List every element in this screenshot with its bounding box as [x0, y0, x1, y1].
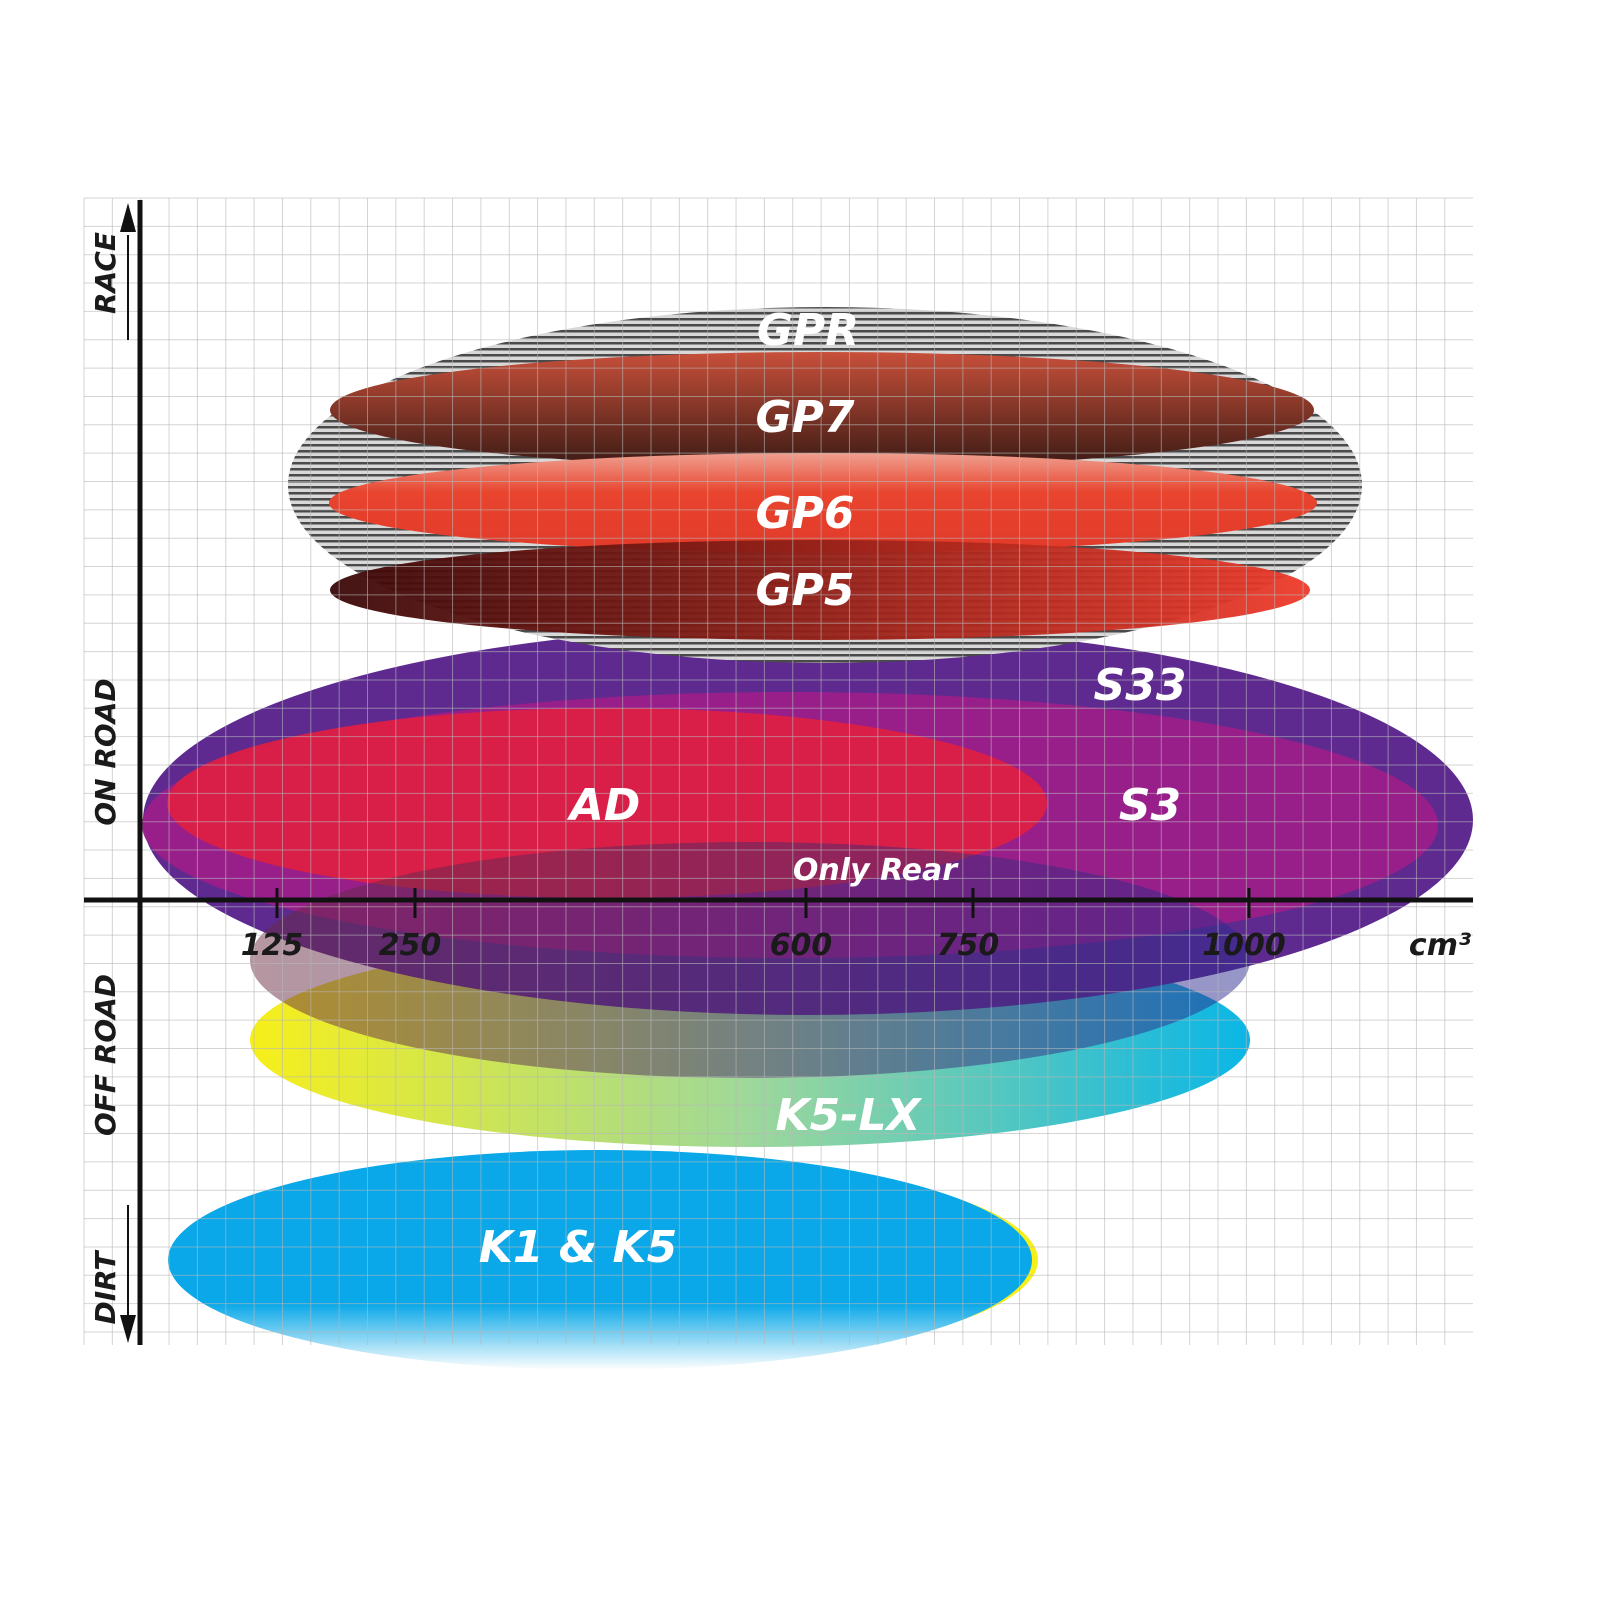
- series-label: GPR: [757, 305, 859, 356]
- series-label: S33: [1094, 660, 1187, 711]
- x-tick-label: 1000: [1202, 928, 1286, 963]
- series-label: GP5: [756, 565, 855, 616]
- range-gp5: [330, 540, 1310, 640]
- series-label: Only Rear: [793, 853, 959, 888]
- up-arrow-icon: [120, 203, 136, 232]
- grid: [83, 197, 1473, 1345]
- range-gp7: [330, 352, 1314, 468]
- series-label: K1 & K5: [479, 1222, 677, 1273]
- range-gp6: [329, 453, 1317, 553]
- x-tick-label: 125: [241, 928, 304, 963]
- series-label: AD: [567, 780, 641, 831]
- y-category-label: OFF ROAD: [89, 974, 122, 1136]
- y-category-label: ON ROAD: [89, 678, 122, 825]
- y-category-label: RACE: [89, 232, 122, 314]
- range-k1-k5: [168, 1150, 1032, 1370]
- series-label: GP7: [756, 392, 855, 443]
- series-label: K5-LX: [776, 1090, 923, 1141]
- x-axis-label: cm³: [1409, 928, 1471, 963]
- series-label: S3: [1119, 780, 1181, 831]
- x-tick-label: 250: [379, 928, 442, 963]
- series-label: GP6: [756, 488, 855, 539]
- x-tick-label: 600: [770, 928, 833, 963]
- y-category-label: DIRT: [89, 1250, 122, 1325]
- down-arrow-icon: [120, 1315, 136, 1343]
- x-tick-label: 750: [937, 928, 1000, 963]
